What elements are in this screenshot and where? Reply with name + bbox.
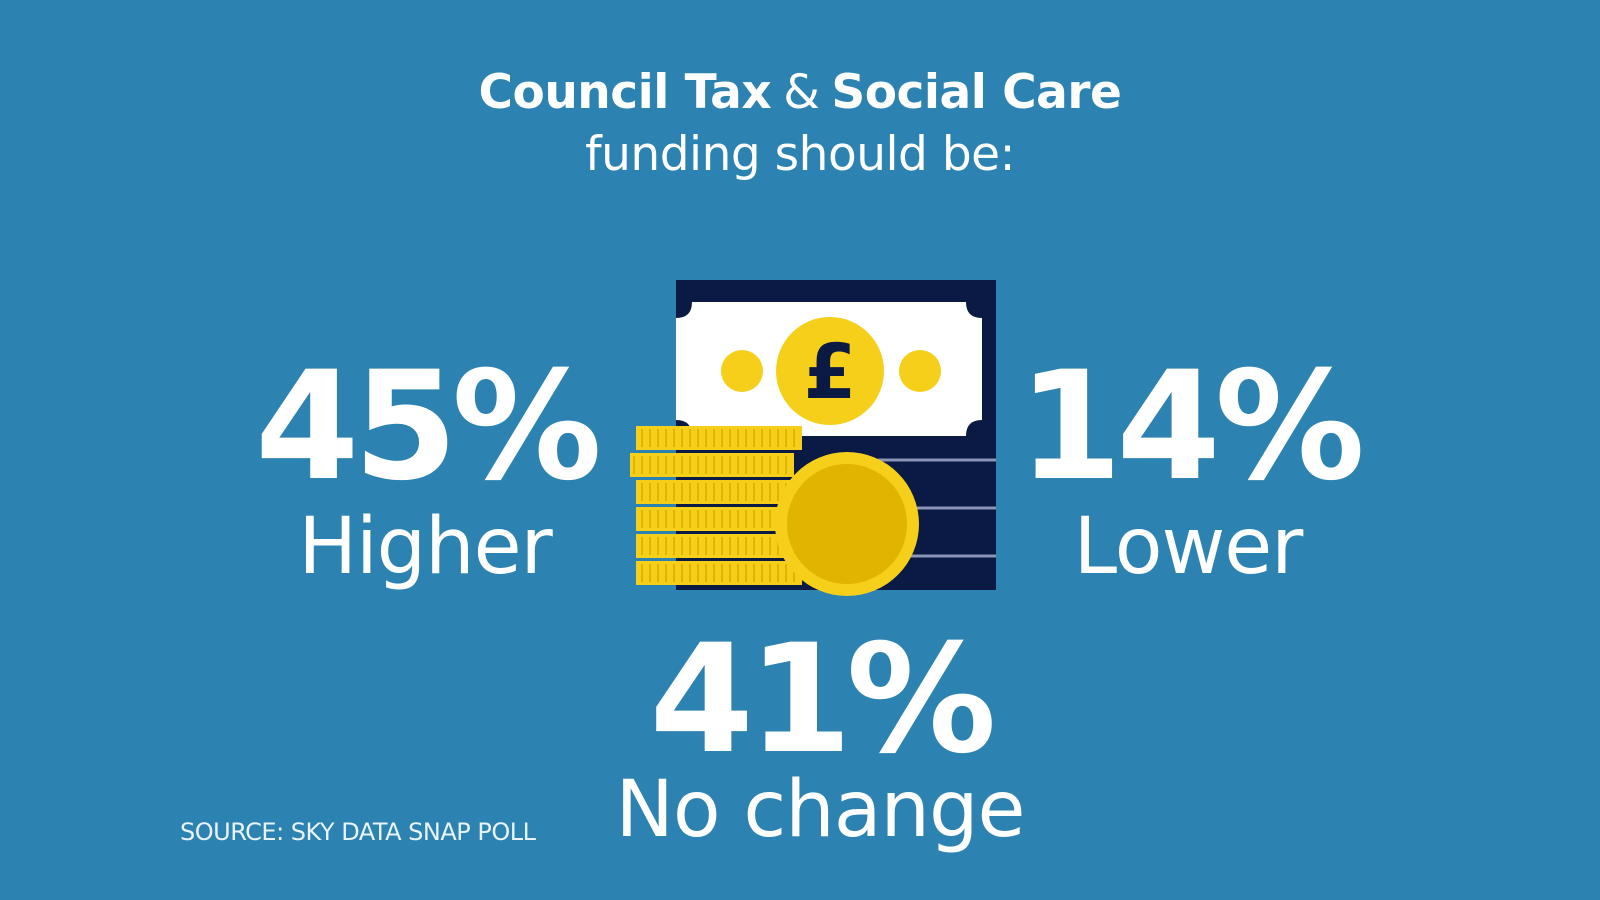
title-ampersand: & <box>783 65 820 120</box>
title-social-care: Social Care <box>831 65 1122 120</box>
coin-stack-icon <box>630 426 802 585</box>
stat-lower-label: Lower <box>1073 502 1304 592</box>
coin-layer <box>636 534 802 558</box>
coin-layer <box>636 426 802 450</box>
stat-higher-value: 45% <box>255 340 602 514</box>
coin-layer <box>636 561 802 585</box>
coin-layer <box>636 507 802 531</box>
stat-higher-label: Higher <box>298 502 552 592</box>
stat-lower: 14% Lower <box>1018 340 1365 592</box>
money-illustration: £ <box>630 280 996 596</box>
title-line-1: Council Tax & Social Care <box>0 62 1600 124</box>
stat-no-change-value: 41% <box>649 613 996 787</box>
stat-lower-value: 14% <box>1018 340 1365 514</box>
title-line-2: funding should be: <box>585 127 1015 182</box>
source-note: SOURCE: SKY DATA SNAP POLL <box>180 818 536 846</box>
title-council-tax: Council Tax <box>478 65 772 120</box>
pound-sign-icon: £ <box>804 327 857 416</box>
stat-no-change-label: No change <box>615 765 1026 855</box>
stat-higher: 45% Higher <box>255 340 602 592</box>
coin-layer <box>636 480 802 504</box>
coin-icon <box>775 452 919 596</box>
chart-title: Council Tax & Social Care funding should b… <box>0 62 1600 186</box>
stat-no-change: 41% No change <box>560 613 1080 855</box>
